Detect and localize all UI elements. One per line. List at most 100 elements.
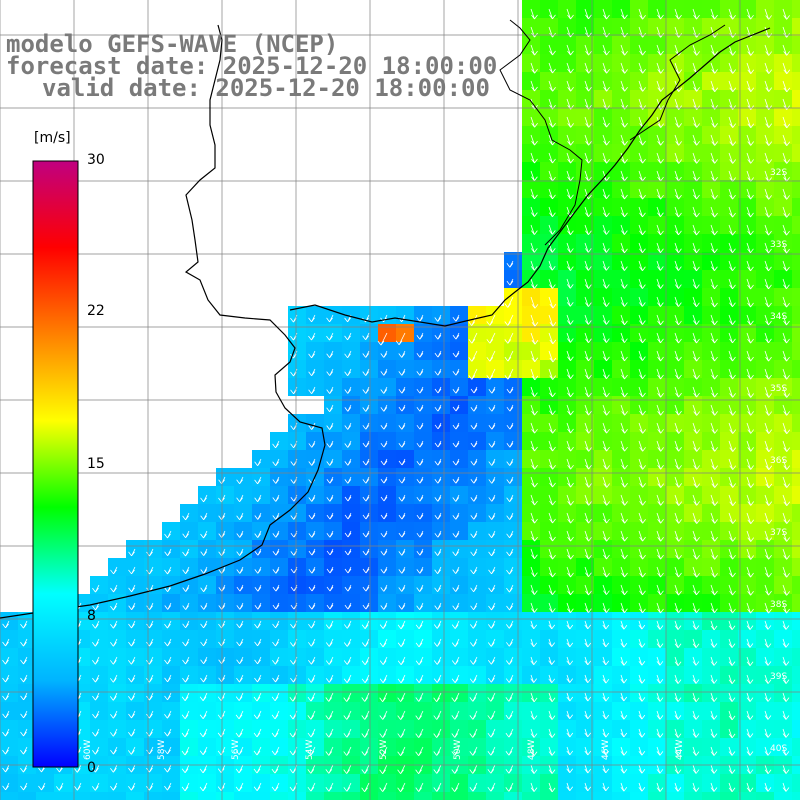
wind-cell: [774, 792, 792, 800]
wind-cell: [792, 486, 800, 504]
latitude-tick-label: 34S: [770, 312, 787, 322]
wind-cell: [792, 576, 800, 594]
wind-cell: [684, 792, 702, 800]
wind-cell: [792, 144, 800, 162]
wind-cell: [792, 522, 800, 540]
latitude-tick-label: 33S: [770, 240, 787, 250]
wind-cell: [378, 792, 396, 800]
wind-cell: [792, 630, 800, 648]
wind-cell: [0, 792, 18, 800]
wind-cell: [468, 792, 486, 800]
wind-cell: [792, 270, 800, 288]
wind-cell: [72, 792, 90, 800]
wind-cell: [792, 126, 800, 144]
wind-cell: [792, 18, 800, 36]
wind-cell: [360, 792, 378, 800]
wind-cell: [792, 594, 800, 612]
colorbar-tick-30: 30: [87, 152, 105, 168]
wind-cell: [792, 180, 800, 198]
wind-cell: [396, 792, 414, 800]
latitude-tick-label: 35S: [770, 384, 787, 394]
wind-cell: [792, 162, 800, 180]
wind-cell: [306, 792, 324, 800]
wind-cell: [54, 792, 72, 800]
wind-cell: [792, 0, 800, 18]
wind-cell: [288, 792, 306, 800]
wind-cell: [18, 792, 36, 800]
wind-cell: [720, 792, 738, 800]
longitude-tick-label: 48W: [527, 740, 537, 760]
wind-cell: [450, 792, 468, 800]
longitude-tick-label: 60W: [83, 740, 93, 760]
wind-cell: [630, 792, 648, 800]
wind-cell: [198, 792, 216, 800]
wind-cell: [792, 288, 800, 306]
colorbar-tick-0: 0: [87, 760, 96, 776]
wind-cell: [216, 792, 234, 800]
wind-cell: [792, 648, 800, 666]
latitude-tick-label: 36S: [770, 456, 787, 466]
wind-cell: [792, 54, 800, 72]
wind-cell: [792, 216, 800, 234]
wind-cell: [576, 792, 594, 800]
wind-cell: [162, 792, 180, 800]
longitude-tick-label: 50W: [453, 740, 463, 760]
wind-cell: [792, 468, 800, 486]
wind-cell: [540, 792, 558, 800]
wind-cell: [324, 792, 342, 800]
longitude-tick-label: 54W: [305, 740, 315, 760]
wind-cell: [792, 432, 800, 450]
wind-cell: [792, 36, 800, 54]
wind-cell: [414, 792, 432, 800]
wind-cell: [144, 792, 162, 800]
wind-cell: [270, 792, 288, 800]
wind-cell: [792, 252, 800, 270]
wind-cell: [594, 792, 612, 800]
latitude-tick-label: 38S: [770, 600, 787, 610]
latitude-tick-label: 40S: [770, 744, 787, 754]
wind-cell: [792, 612, 800, 630]
colorbar-unit-label: [m/s]: [34, 130, 71, 146]
wind-cell: [792, 306, 800, 324]
wind-cell: [792, 342, 800, 360]
wind-cell: [792, 90, 800, 108]
colorbar-tick-8: 8: [87, 608, 96, 624]
latitude-tick-label: 39S: [770, 672, 787, 682]
latitude-tick-label: 32S: [770, 168, 787, 178]
colorbar: [32, 160, 82, 770]
wind-cell: [792, 234, 800, 252]
wind-cell: [612, 792, 630, 800]
wind-cell: [486, 792, 504, 800]
wind-cell: [666, 792, 684, 800]
wind-cell: [792, 738, 800, 756]
longitude-tick-label: 44W: [675, 740, 685, 760]
wind-cell: [792, 108, 800, 126]
wind-cell: [180, 792, 198, 800]
wind-cell: [792, 378, 800, 396]
longitude-tick-label: 56W: [231, 740, 241, 760]
wind-cell: [558, 792, 576, 800]
wind-cell: [792, 774, 800, 792]
valid-date-label: valid date: 2025-12-20 18:00:00: [42, 76, 490, 100]
colorbar-tick-15: 15: [87, 456, 105, 472]
wind-cell: [792, 540, 800, 558]
wind-cell: [702, 792, 720, 800]
wind-cell: [792, 198, 800, 216]
wind-cell: [792, 504, 800, 522]
wind-cell: [792, 360, 800, 378]
wind-cell: [126, 792, 144, 800]
longitude-tick-label: 52W: [379, 740, 389, 760]
wind-cell: [792, 396, 800, 414]
wind-cell: [504, 792, 522, 800]
wind-cell: [792, 414, 800, 432]
wind-cell: [522, 792, 540, 800]
wind-cell: [108, 792, 126, 800]
wind-cell: [792, 720, 800, 738]
wind-cell: [792, 792, 800, 800]
wind-cell: [234, 792, 252, 800]
wind-cell: [738, 792, 756, 800]
colorbar-gradient: [33, 161, 78, 767]
wind-cell: [792, 702, 800, 720]
longitude-tick-label: 46W: [601, 740, 611, 760]
